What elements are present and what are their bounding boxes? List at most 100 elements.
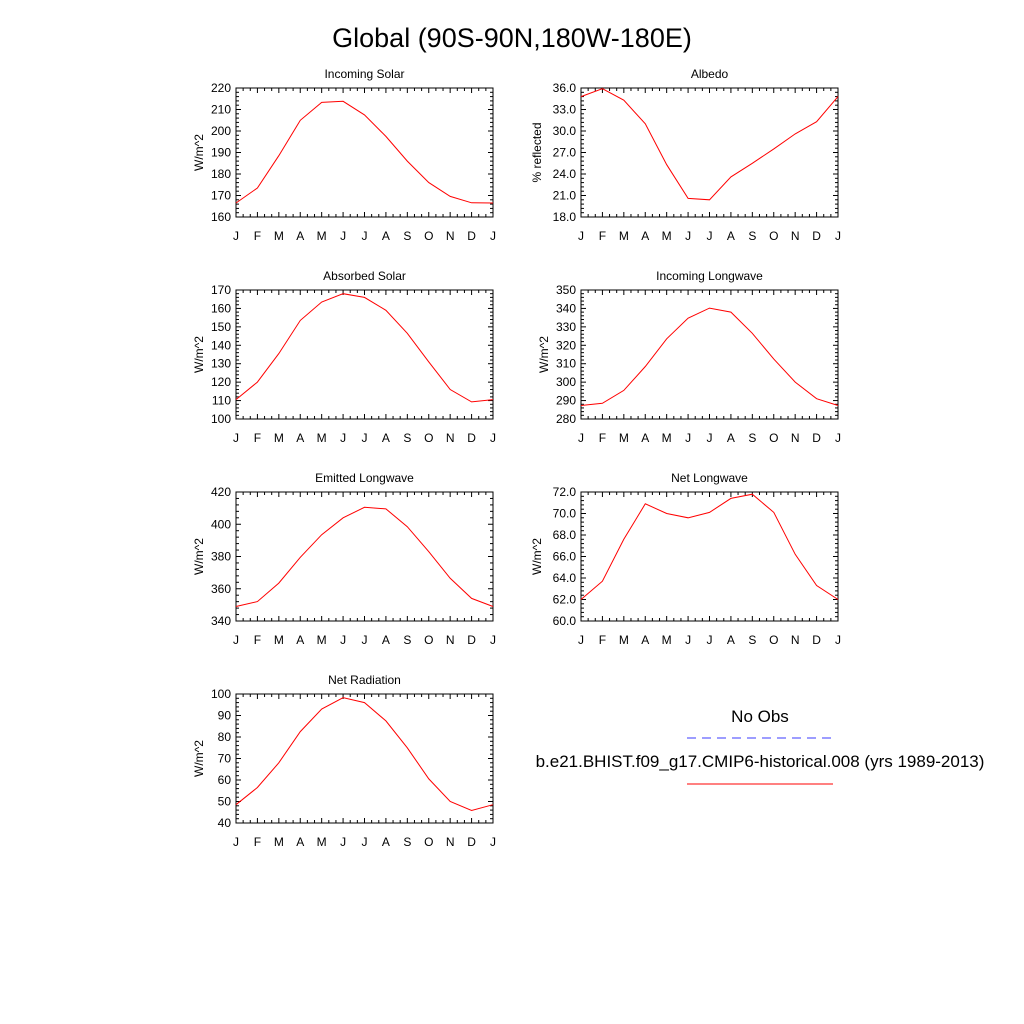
x-tick-label: N <box>791 229 800 243</box>
y-tick-label: 380 <box>211 550 231 564</box>
x-tick-label: A <box>727 633 735 647</box>
y-tick-label: 30.0 <box>553 124 577 138</box>
x-tick-label: J <box>340 431 346 445</box>
plot-frame <box>235 491 494 622</box>
x-tick-label: J <box>685 633 691 647</box>
y-axis-label: W/m^2 <box>192 336 206 373</box>
x-tick-label: D <box>812 431 821 445</box>
x-tick-label: S <box>403 633 411 647</box>
x-tick-label: J <box>578 229 584 243</box>
legend: No Obs b.e21.BHIST.f09_g17.CMIP6-histori… <box>536 707 985 785</box>
x-tick-label: F <box>254 431 261 445</box>
y-tick-label: 68.0 <box>553 528 577 542</box>
x-tick-label: A <box>296 229 304 243</box>
y-tick-label: 62.0 <box>553 593 577 607</box>
x-tick-label: D <box>812 229 821 243</box>
x-tick-label: D <box>467 431 476 445</box>
x-tick-label: A <box>641 229 649 243</box>
y-tick-label: 160 <box>211 210 231 224</box>
x-tick-label: O <box>769 431 778 445</box>
panel-title: Incoming Solar <box>324 67 404 81</box>
y-tick-label: 170 <box>211 283 231 297</box>
y-tick-label: 80 <box>218 730 232 744</box>
page-title: Global (90S-90N,180W-180E) <box>332 23 692 53</box>
x-tick-label: J <box>835 633 841 647</box>
x-tick-label: J <box>490 229 496 243</box>
x-tick-label: M <box>662 431 672 445</box>
x-tick-label: S <box>748 633 756 647</box>
x-tick-label: A <box>296 431 304 445</box>
y-tick-label: 70 <box>218 752 232 766</box>
x-tick-label: J <box>340 229 346 243</box>
x-tick-label: O <box>424 229 433 243</box>
x-tick-label: O <box>424 633 433 647</box>
plot-frame <box>235 289 494 420</box>
x-tick-label: M <box>662 229 672 243</box>
y-tick-label: 360 <box>211 582 231 596</box>
x-tick-label: J <box>340 835 346 849</box>
x-tick-label: N <box>791 633 800 647</box>
x-tick-label: N <box>446 431 455 445</box>
x-tick-label: O <box>769 633 778 647</box>
legend-model-label: b.e21.BHIST.f09_g17.CMIP6-historical.008… <box>536 752 985 771</box>
y-tick-label: 150 <box>211 320 231 334</box>
x-tick-label: S <box>403 431 411 445</box>
series-line-model <box>580 493 839 600</box>
panel-title: Albedo <box>691 67 729 81</box>
x-tick-label: J <box>578 633 584 647</box>
y-tick-label: 170 <box>211 189 231 203</box>
x-tick-label: J <box>362 431 368 445</box>
y-tick-label: 280 <box>556 412 576 426</box>
x-tick-label: A <box>296 633 304 647</box>
y-axis-label: % reflected <box>530 122 544 182</box>
legend-obs-label: No Obs <box>731 707 789 726</box>
y-tick-label: 220 <box>211 81 231 95</box>
y-axis-label: W/m^2 <box>192 134 206 171</box>
x-tick-label: J <box>707 229 713 243</box>
x-tick-label: A <box>382 431 390 445</box>
x-tick-label: A <box>382 835 390 849</box>
x-tick-label: D <box>467 835 476 849</box>
x-tick-label: O <box>424 835 433 849</box>
x-tick-label: J <box>490 835 496 849</box>
x-tick-label: M <box>662 633 672 647</box>
x-tick-label: J <box>233 431 239 445</box>
y-tick-label: 300 <box>556 375 576 389</box>
x-tick-label: J <box>233 835 239 849</box>
x-tick-label: M <box>619 229 629 243</box>
y-tick-label: 120 <box>211 375 231 389</box>
y-tick-label: 36.0 <box>553 81 577 95</box>
x-tick-label: M <box>274 229 284 243</box>
y-tick-label: 180 <box>211 167 231 181</box>
series-line-model <box>235 293 494 403</box>
y-tick-label: 27.0 <box>553 146 577 160</box>
x-tick-label: S <box>403 229 411 243</box>
y-tick-label: 72.0 <box>553 485 577 499</box>
y-tick-label: 200 <box>211 124 231 138</box>
x-tick-label: J <box>707 633 713 647</box>
x-tick-label: M <box>619 633 629 647</box>
plot-frame <box>580 491 839 622</box>
y-tick-label: 18.0 <box>553 210 577 224</box>
y-tick-label: 21.0 <box>553 189 577 203</box>
y-tick-label: 100 <box>211 687 231 701</box>
x-tick-label: J <box>835 229 841 243</box>
y-tick-label: 40 <box>218 816 232 830</box>
y-tick-label: 64.0 <box>553 571 577 585</box>
series-line-model <box>235 506 494 607</box>
y-axis-label: W/m^2 <box>537 336 551 373</box>
y-tick-label: 210 <box>211 103 231 117</box>
y-tick-label: 420 <box>211 485 231 499</box>
x-tick-label: D <box>467 633 476 647</box>
series-line-model <box>580 88 839 201</box>
y-tick-label: 290 <box>556 394 576 408</box>
y-tick-label: 33.0 <box>553 103 577 117</box>
y-tick-label: 110 <box>212 394 231 408</box>
y-tick-label: 100 <box>211 412 231 426</box>
x-tick-label: S <box>748 229 756 243</box>
y-tick-label: 310 <box>556 357 576 371</box>
